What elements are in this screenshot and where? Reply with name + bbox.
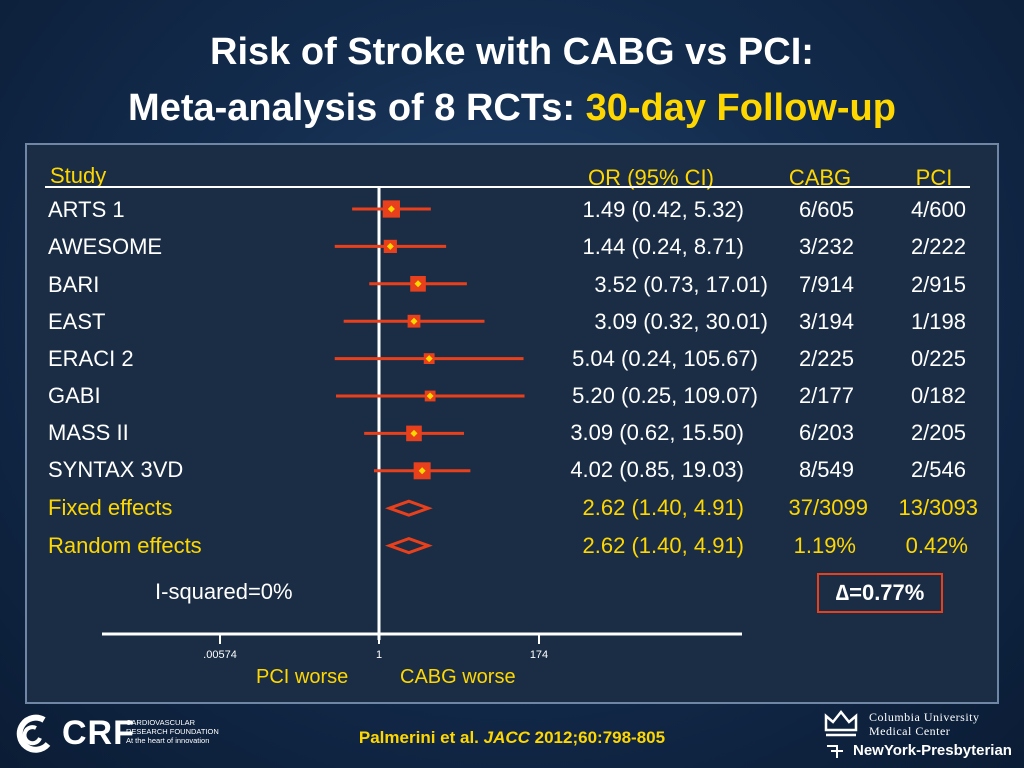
slide-title-line1: Risk of Stroke with CABG vs PCI: xyxy=(210,31,814,73)
summary-pci: 13/3093 xyxy=(898,495,978,520)
summary-study: Random effects xyxy=(48,533,202,558)
columbia-line2: Medical Center xyxy=(869,724,951,738)
row-or: 1.49 (0.42, 5.32) xyxy=(582,197,744,222)
header-rule xyxy=(45,186,970,188)
pci-worse-label: PCI worse xyxy=(256,666,349,688)
crf-swirl-icon xyxy=(16,714,51,753)
row-study: MASS II xyxy=(48,420,129,445)
point-estimate xyxy=(386,242,394,250)
columbia-logo: Columbia University Medical Center NewYo… xyxy=(823,706,1018,764)
heterogeneity-label: I-squared=0% xyxy=(155,579,293,604)
crf-line1: CARDIOVASCULAR xyxy=(126,718,196,727)
point-estimate xyxy=(418,467,426,475)
point-estimate xyxy=(410,429,418,437)
crf-line2: RESEARCH FOUNDATION xyxy=(126,727,219,736)
crf-logo: CRF CARDIOVASCULAR RESEARCH FOUNDATION A… xyxy=(14,712,244,756)
row-cabg: 2/177 xyxy=(798,383,854,408)
nyp-wordmark: NewYork-Presbyterian xyxy=(853,742,1012,759)
nyp-mark-icon xyxy=(827,745,843,758)
row-study: AWESOME xyxy=(48,234,163,259)
crf-wordmark: CRF xyxy=(62,714,135,752)
row-cabg: 6/605 xyxy=(798,197,854,222)
point-estimate xyxy=(426,392,434,400)
row-pci: 2/205 xyxy=(910,420,966,445)
row-study: GABI xyxy=(48,383,101,408)
row-or: 4.02 (0.85, 19.03) xyxy=(570,457,744,482)
summary-cabg: 1.19% xyxy=(793,533,856,558)
summary-or: 2.62 (1.40, 4.91) xyxy=(582,495,744,520)
row-study: ARTS 1 xyxy=(48,197,125,222)
x-tick-label: 174 xyxy=(529,649,549,661)
point-estimate xyxy=(410,317,418,325)
row-or: 5.20 (0.25, 109.07) xyxy=(572,383,758,408)
row-study: ERACI 2 xyxy=(48,346,134,371)
citation: Palmerini et al. JACC 2012;60:798-805 xyxy=(0,728,1024,748)
row-pci: 2/222 xyxy=(910,234,966,259)
x-tick-label: 1 xyxy=(375,649,383,661)
header-or: OR (95% CI) xyxy=(588,165,714,190)
row-study: BARI xyxy=(48,272,100,297)
row-pci: 1/198 xyxy=(910,309,966,334)
summary-or: 2.62 (1.40, 4.91) xyxy=(582,533,744,558)
crown-icon xyxy=(824,709,858,737)
row-cabg: 6/203 xyxy=(798,420,854,445)
row-study: SYNTAX 3VD xyxy=(48,457,184,482)
summary-study: Fixed effects xyxy=(48,495,173,520)
row-pci: 2/546 xyxy=(910,457,966,482)
row-or: 5.04 (0.24, 105.67) xyxy=(572,346,758,371)
header-study: Study xyxy=(50,163,107,188)
row-cabg: 7/914 xyxy=(798,272,854,297)
pooled-diamond xyxy=(385,537,433,555)
row-cabg: 3/194 xyxy=(798,309,854,334)
row-pci: 0/182 xyxy=(910,383,966,408)
columbia-line1: Columbia University xyxy=(869,710,980,724)
citation-journal: JACC xyxy=(483,728,530,747)
point-estimate xyxy=(414,280,422,288)
row-or: 3.52 (0.73, 17.01) xyxy=(594,272,768,297)
slide-title-line2: Meta-analysis of 8 RCTs: 30-day Follow-u… xyxy=(0,86,1024,130)
delta-box: ∆=0.77% xyxy=(817,573,943,613)
row-pci: 2/915 xyxy=(910,272,966,297)
crf-subtitle: CARDIOVASCULAR RESEARCH FOUNDATION At th… xyxy=(126,718,246,745)
cabg-worse-label: CABG worse xyxy=(400,666,516,688)
crf-line3: At the heart of innovation xyxy=(126,736,210,745)
row-or: 3.09 (0.32, 30.01) xyxy=(594,309,768,334)
summary-cabg: 37/3099 xyxy=(788,495,868,520)
row-or: 1.44 (0.24, 8.71) xyxy=(582,234,744,259)
header-cabg: CABG xyxy=(788,165,852,190)
point-estimate xyxy=(387,205,395,213)
header-pci: PCI xyxy=(915,165,953,190)
row-pci: 0/225 xyxy=(910,346,966,371)
row-cabg: 3/232 xyxy=(798,234,854,259)
row-cabg: 2/225 xyxy=(798,346,854,371)
point-estimate xyxy=(425,355,433,363)
row-cabg: 8/549 xyxy=(798,457,854,482)
citation-authors: Palmerini et al. xyxy=(358,728,484,747)
row-or: 3.09 (0.62, 15.50) xyxy=(570,420,744,445)
citation-ref: 2012;60:798-805 xyxy=(529,728,666,747)
title-highlight: 30-day Follow-up xyxy=(585,87,896,129)
row-pci: 4/600 xyxy=(910,197,966,222)
title-prefix: Meta-analysis of 8 RCTs: xyxy=(128,87,586,129)
forest-plot-panel xyxy=(25,143,999,704)
row-study: EAST xyxy=(48,309,106,334)
summary-pci: 0.42% xyxy=(905,533,968,558)
x-tick-label: .00574 xyxy=(203,649,237,661)
pooled-diamond xyxy=(385,499,433,517)
